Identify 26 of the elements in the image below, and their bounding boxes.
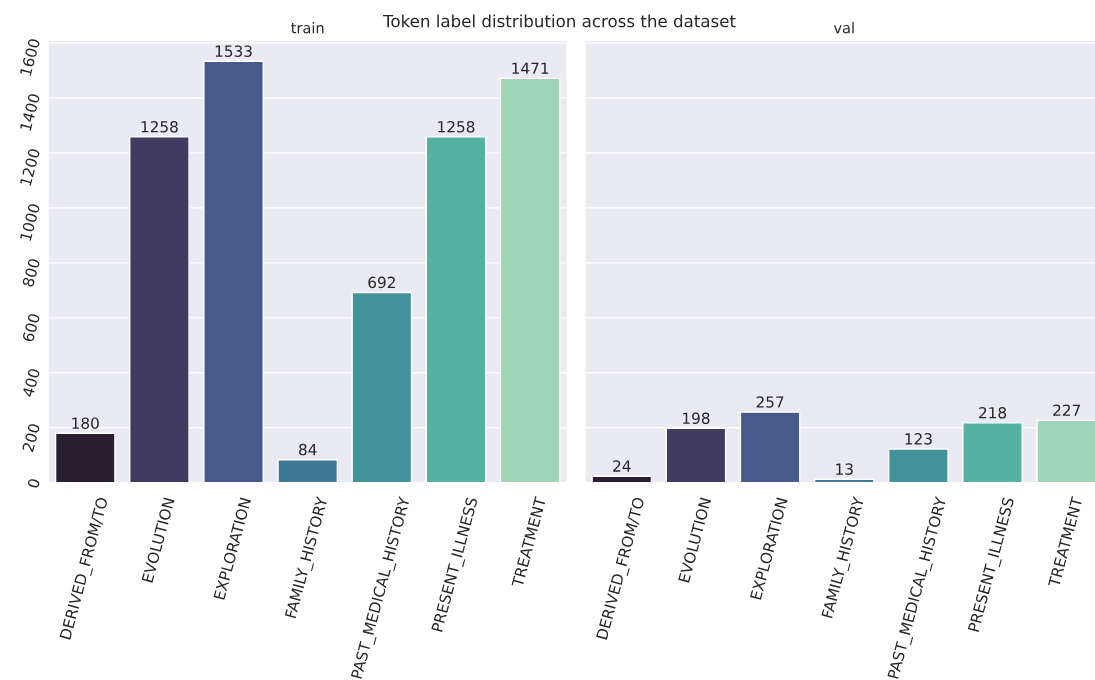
y-tick-label: 0 bbox=[27, 478, 41, 489]
data-label: 84 bbox=[299, 443, 317, 456]
data-label: 198 bbox=[683, 412, 710, 425]
y-tick-label: 200 bbox=[22, 423, 41, 453]
y-tick-label: 1000 bbox=[19, 203, 41, 242]
data-label: 218 bbox=[979, 406, 1007, 419]
data-label: 123 bbox=[905, 433, 932, 445]
data-label: 13 bbox=[836, 463, 853, 475]
y-tick-label: 400 bbox=[21, 368, 41, 398]
chart-title: train bbox=[291, 22, 324, 34]
data-label: 692 bbox=[368, 276, 395, 289]
data-label: 24 bbox=[613, 460, 631, 472]
data-label: 257 bbox=[756, 396, 784, 408]
data-label: 227 bbox=[1053, 404, 1080, 416]
data-label: 1258 bbox=[141, 121, 178, 133]
y-tick-label: 800 bbox=[22, 258, 41, 288]
y-tick-label: 600 bbox=[22, 313, 41, 343]
data-label: 180 bbox=[72, 417, 99, 429]
y-tick-label: 1600 bbox=[19, 38, 41, 77]
text: Token label distribution across the dataset bbox=[383, 14, 736, 28]
data-label: 1533 bbox=[215, 45, 252, 57]
y-tick-label: 1400 bbox=[19, 93, 41, 132]
data-label: 1258 bbox=[438, 121, 475, 133]
y-tick-label: 1200 bbox=[19, 148, 41, 187]
data-label: 1471 bbox=[512, 62, 549, 74]
chart-title: val bbox=[833, 22, 854, 34]
